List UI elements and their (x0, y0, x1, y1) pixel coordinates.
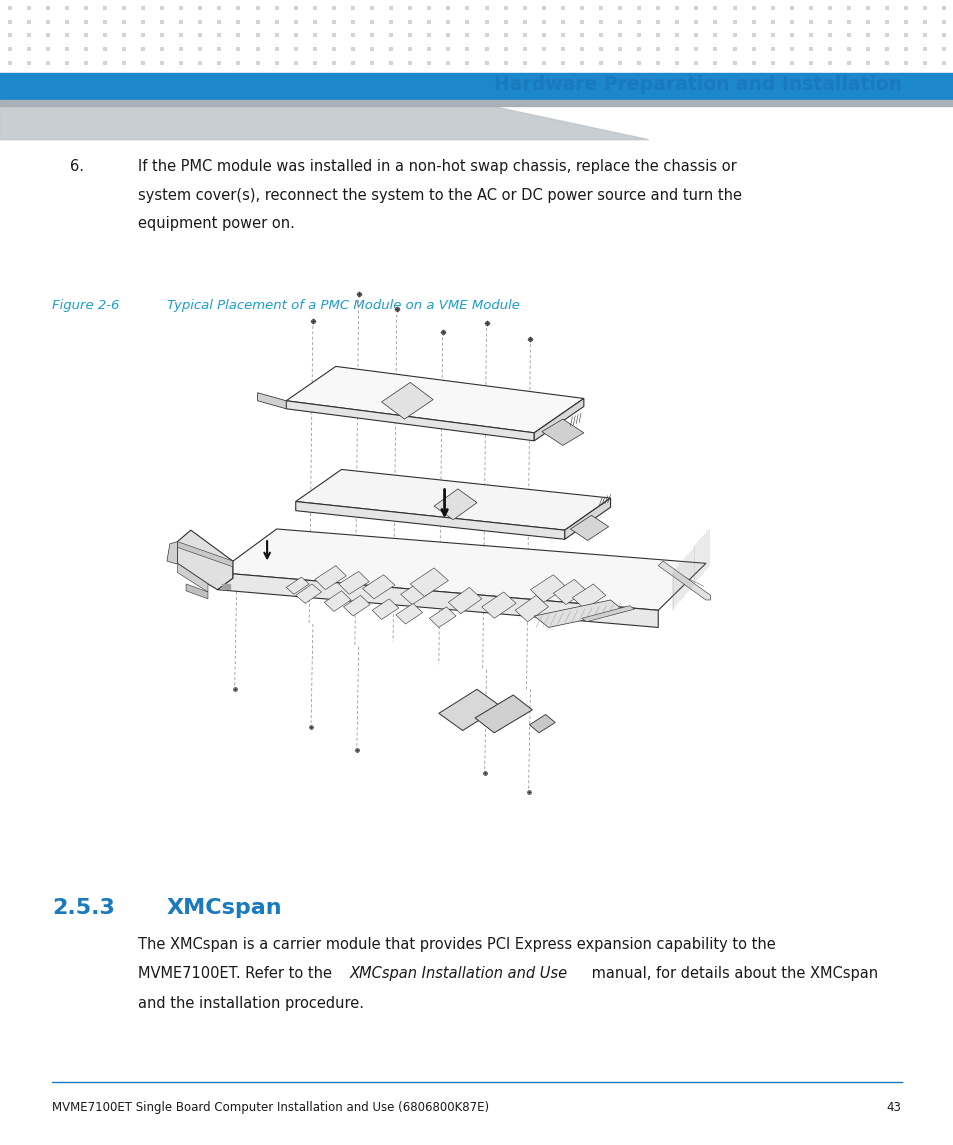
Polygon shape (295, 502, 564, 539)
Polygon shape (400, 581, 433, 605)
Bar (228, 584, 230, 589)
Polygon shape (530, 575, 566, 602)
Polygon shape (581, 606, 634, 622)
Polygon shape (217, 561, 233, 590)
Text: XMCspan Installation and Use: XMCspan Installation and Use (350, 966, 567, 981)
Polygon shape (186, 584, 208, 599)
Polygon shape (177, 530, 233, 590)
Text: The XMCspan is a carrier module that provides PCI Express expansion capability t: The XMCspan is a carrier module that pro… (138, 937, 776, 951)
Polygon shape (295, 469, 610, 530)
Polygon shape (167, 542, 177, 563)
Bar (225, 584, 227, 589)
Text: Typical Placement of a PMC Module on a VME Module: Typical Placement of a PMC Module on a V… (167, 299, 519, 311)
Text: MVME7100ET. Refer to the: MVME7100ET. Refer to the (138, 966, 336, 981)
Text: 2.5.3: 2.5.3 (52, 898, 115, 917)
Text: manual, for details about the XMCspan: manual, for details about the XMCspan (586, 966, 877, 981)
Polygon shape (658, 561, 710, 600)
Polygon shape (257, 393, 286, 409)
Text: MVME7100ET Single Board Computer Installation and Use (6806800K87E): MVME7100ET Single Board Computer Install… (52, 1101, 489, 1114)
Polygon shape (434, 489, 476, 520)
Polygon shape (314, 566, 346, 590)
Bar (222, 584, 224, 589)
Polygon shape (534, 600, 624, 627)
Polygon shape (286, 366, 583, 433)
Text: Figure 2-6: Figure 2-6 (52, 299, 120, 311)
Polygon shape (217, 572, 658, 627)
Polygon shape (295, 584, 321, 603)
Polygon shape (570, 515, 608, 540)
Text: 43: 43 (885, 1101, 901, 1114)
Polygon shape (529, 714, 555, 733)
Polygon shape (177, 563, 208, 592)
Text: If the PMC module was installed in a non-hot swap chassis, replace the chassis o: If the PMC module was installed in a non… (138, 159, 737, 174)
Bar (0, 73, 953, 101)
Polygon shape (286, 401, 534, 441)
Polygon shape (475, 695, 532, 733)
Text: XMCspan: XMCspan (167, 898, 282, 917)
Polygon shape (410, 568, 448, 597)
Polygon shape (338, 571, 369, 594)
Polygon shape (0, 103, 648, 140)
Polygon shape (564, 498, 610, 539)
Polygon shape (324, 591, 351, 611)
Polygon shape (177, 542, 233, 567)
Text: 6.: 6. (70, 159, 84, 174)
Polygon shape (534, 398, 583, 441)
Polygon shape (286, 577, 309, 594)
Text: system cover(s), reconnect the system to the AC or DC power source and turn the: system cover(s), reconnect the system to… (138, 188, 741, 203)
Text: and the installation procedure.: and the installation procedure. (138, 996, 364, 1011)
Text: Hardware Preparation and Installation: Hardware Preparation and Installation (493, 74, 901, 94)
Polygon shape (362, 575, 395, 599)
Polygon shape (381, 382, 433, 419)
Polygon shape (343, 595, 370, 616)
Polygon shape (372, 599, 398, 619)
Polygon shape (429, 607, 456, 627)
Polygon shape (481, 592, 516, 618)
Polygon shape (572, 584, 605, 609)
Polygon shape (541, 419, 583, 445)
Bar (0, 100, 953, 106)
Polygon shape (448, 587, 481, 614)
Polygon shape (438, 689, 500, 731)
Text: equipment power on.: equipment power on. (138, 216, 294, 231)
Polygon shape (515, 595, 548, 622)
Polygon shape (217, 529, 705, 610)
Polygon shape (395, 603, 422, 624)
Polygon shape (553, 579, 586, 605)
